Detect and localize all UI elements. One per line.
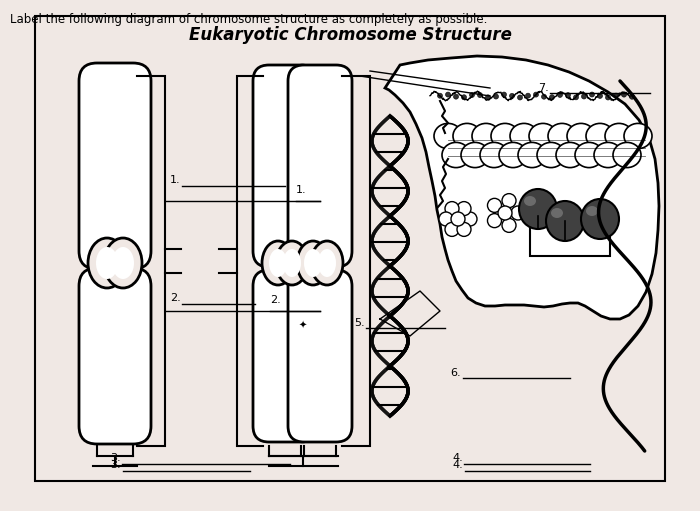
Ellipse shape (487, 198, 501, 213)
Ellipse shape (297, 241, 329, 285)
Ellipse shape (510, 123, 538, 149)
Ellipse shape (517, 95, 522, 100)
Ellipse shape (524, 196, 536, 206)
Text: 3.: 3. (110, 453, 120, 463)
Ellipse shape (605, 123, 633, 149)
Ellipse shape (472, 123, 500, 149)
Ellipse shape (575, 143, 603, 168)
Ellipse shape (311, 241, 343, 285)
Ellipse shape (624, 123, 652, 149)
Ellipse shape (318, 249, 336, 277)
FancyBboxPatch shape (288, 65, 352, 267)
Ellipse shape (573, 95, 578, 100)
Ellipse shape (566, 92, 570, 98)
Ellipse shape (546, 201, 584, 241)
FancyBboxPatch shape (253, 270, 317, 442)
Ellipse shape (461, 95, 466, 100)
Ellipse shape (112, 247, 134, 279)
FancyBboxPatch shape (79, 268, 151, 444)
Text: 7.: 7. (538, 83, 549, 93)
Ellipse shape (442, 143, 470, 168)
Ellipse shape (499, 143, 527, 168)
Ellipse shape (533, 92, 538, 97)
Text: 1.: 1. (170, 175, 181, 185)
Ellipse shape (470, 92, 475, 98)
Ellipse shape (439, 212, 453, 226)
Ellipse shape (477, 92, 482, 98)
Ellipse shape (548, 123, 576, 149)
Ellipse shape (283, 249, 301, 277)
Text: 4.: 4. (452, 460, 463, 470)
Ellipse shape (613, 143, 641, 168)
Ellipse shape (461, 143, 489, 168)
Ellipse shape (550, 95, 554, 100)
Text: 5.: 5. (354, 318, 365, 328)
Ellipse shape (438, 93, 442, 98)
Ellipse shape (510, 94, 514, 99)
Ellipse shape (557, 92, 563, 98)
Ellipse shape (589, 92, 594, 97)
Ellipse shape (88, 238, 126, 288)
Ellipse shape (463, 212, 477, 226)
Ellipse shape (445, 92, 451, 97)
Ellipse shape (586, 123, 614, 149)
Ellipse shape (480, 143, 508, 168)
Ellipse shape (501, 92, 507, 97)
Ellipse shape (262, 241, 294, 285)
Ellipse shape (529, 123, 557, 149)
FancyBboxPatch shape (253, 65, 317, 267)
Ellipse shape (269, 249, 287, 277)
Ellipse shape (537, 143, 565, 168)
Ellipse shape (594, 143, 622, 168)
Ellipse shape (445, 202, 459, 216)
Ellipse shape (613, 93, 619, 98)
Ellipse shape (486, 95, 491, 100)
Ellipse shape (104, 238, 142, 288)
Text: 3.: 3. (110, 460, 120, 470)
Ellipse shape (518, 143, 546, 168)
Ellipse shape (434, 123, 462, 149)
Ellipse shape (454, 94, 458, 99)
Ellipse shape (445, 222, 459, 237)
Ellipse shape (494, 94, 498, 99)
Ellipse shape (457, 222, 471, 237)
Text: ✦: ✦ (299, 321, 307, 331)
Ellipse shape (586, 206, 598, 216)
FancyBboxPatch shape (288, 270, 352, 442)
Text: Eukaryotic Chromosome Structure: Eukaryotic Chromosome Structure (188, 26, 512, 44)
Ellipse shape (453, 123, 481, 149)
Text: Label the following diagram of chromosome structure as completely as possible.: Label the following diagram of chromosom… (10, 13, 487, 26)
FancyBboxPatch shape (79, 63, 151, 269)
Ellipse shape (598, 94, 603, 99)
Ellipse shape (629, 94, 634, 99)
Polygon shape (385, 56, 659, 319)
Text: 2.: 2. (270, 295, 281, 305)
Ellipse shape (502, 194, 516, 207)
Ellipse shape (581, 199, 619, 239)
Ellipse shape (567, 123, 595, 149)
Ellipse shape (96, 247, 118, 279)
Ellipse shape (304, 249, 322, 277)
Ellipse shape (498, 206, 512, 220)
Ellipse shape (582, 94, 587, 99)
Ellipse shape (556, 143, 584, 168)
Ellipse shape (491, 123, 519, 149)
Ellipse shape (276, 241, 308, 285)
Ellipse shape (457, 202, 471, 216)
Ellipse shape (551, 208, 563, 218)
Ellipse shape (519, 189, 557, 229)
Ellipse shape (487, 214, 501, 227)
Bar (530, 216, 610, 256)
Ellipse shape (622, 92, 626, 97)
Text: 2.: 2. (170, 293, 181, 303)
Text: 6.: 6. (450, 368, 461, 378)
Ellipse shape (451, 212, 465, 226)
Text: 4.: 4. (452, 453, 463, 463)
Ellipse shape (606, 95, 610, 100)
Ellipse shape (542, 94, 547, 99)
Ellipse shape (511, 206, 525, 220)
Ellipse shape (526, 93, 531, 98)
Text: 1.: 1. (296, 185, 307, 195)
Ellipse shape (502, 218, 516, 233)
